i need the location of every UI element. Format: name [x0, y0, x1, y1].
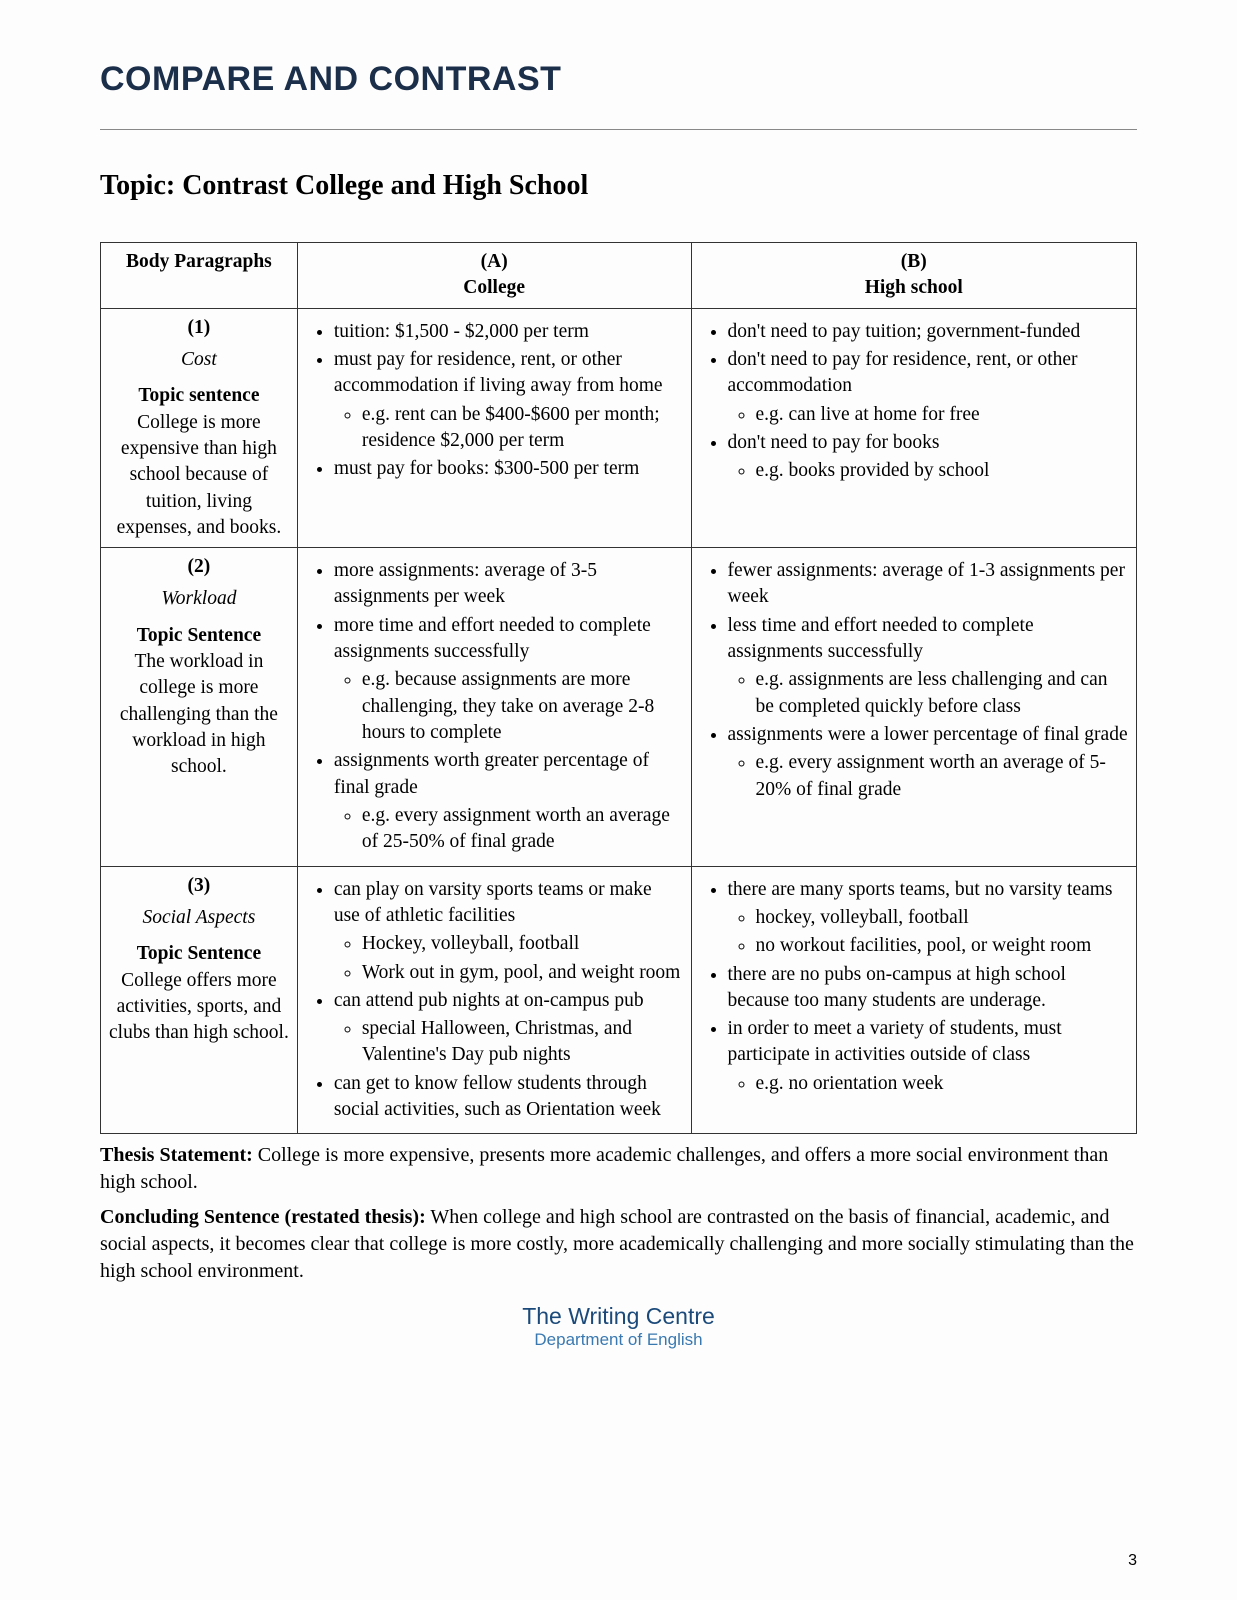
header-body: Body Paragraphs [101, 243, 298, 309]
topic-sentence-text: College is more expensive than high scho… [109, 410, 289, 542]
comparison-table: Body Paragraphs (A) College (B) High sch… [100, 242, 1137, 1134]
page-number: 3 [1128, 1552, 1137, 1570]
table-row: (2) Workload Topic SentenceThe workload in… [101, 548, 1137, 866]
topic-sentence-text: College offers more activities, sports, … [109, 968, 289, 1047]
sub-list-item: special Halloween, Christmas, and Valent… [362, 1016, 683, 1069]
row-number: (1) [109, 315, 289, 341]
list-item: more assignments: average of 3-5 assignm… [334, 558, 683, 611]
sub-bullet-list: e.g. can live at home for free [728, 402, 1129, 428]
thesis-label: Thesis Statement: [100, 1144, 253, 1166]
list-item: tuition: $1,500 - $2,000 per term [334, 319, 683, 345]
sub-list-item: Hockey, volleyball, football [362, 931, 683, 957]
list-item: less time and effort needed to complete … [728, 613, 1129, 720]
sub-list-item: Work out in gym, pool, and weight room [362, 960, 683, 986]
row-name: Social Aspects [109, 905, 289, 931]
sub-bullet-list: e.g. assignments are less challenging an… [728, 667, 1129, 720]
footer: The Writing Centre Department of English [100, 1303, 1137, 1350]
thesis-statement: Thesis Statement: College is more expens… [100, 1142, 1137, 1196]
list-item: don't need to pay for residence, rent, o… [728, 347, 1129, 428]
row-header-cell: (3) Social Aspects Topic SentenceCollege o… [101, 866, 298, 1134]
list-item: must pay for residence, rent, or other a… [334, 347, 683, 454]
row-number: (2) [109, 554, 289, 580]
sub-list-item: e.g. assignments are less challenging an… [756, 667, 1129, 720]
bullet-list: fewer assignments: average of 1-3 assign… [700, 558, 1129, 803]
list-item: more time and effort needed to complete … [334, 613, 683, 747]
sub-bullet-list: e.g. rent can be $400-$600 per month; re… [334, 402, 683, 455]
topic-sentence-label: Topic sentence [109, 383, 289, 409]
topic-sentence-text: The workload in college is more challeng… [109, 649, 289, 781]
topic-heading: Topic: Contrast College and High School [100, 170, 1137, 202]
header-a-sub: College [463, 277, 525, 298]
sub-list-item: e.g. every assignment worth an average o… [362, 803, 683, 856]
sub-bullet-list: e.g. because assignments are more challe… [334, 667, 683, 746]
highschool-cell: don't need to pay tuition; government-fu… [691, 308, 1137, 548]
sub-bullet-list: special Halloween, Christmas, and Valent… [334, 1016, 683, 1069]
document-page: COMPARE AND CONTRAST Topic: Contrast Col… [0, 0, 1237, 1600]
college-cell: more assignments: average of 3-5 assignm… [297, 548, 691, 866]
topic-sentence-label: Topic Sentence [109, 623, 289, 649]
header-b-sub: High school [865, 277, 963, 298]
list-item: there are many sports teams, but no vars… [728, 877, 1129, 960]
sub-bullet-list: hockey, volleyball, footballno workout f… [728, 905, 1129, 960]
footer-title: The Writing Centre [100, 1303, 1137, 1330]
sub-list-item: e.g. because assignments are more challe… [362, 667, 683, 746]
sub-list-item: e.g. every assignment worth an average o… [756, 750, 1129, 803]
list-item: don't need to pay for bookse.g. books pr… [728, 430, 1129, 485]
concluding-sentence: Concluding Sentence (restated thesis): W… [100, 1204, 1137, 1285]
college-cell: can play on varsity sports teams or make… [297, 866, 691, 1134]
sub-list-item: e.g. no orientation week [756, 1071, 1129, 1097]
row-header-cell: (1) Cost Topic sentenceCollege is more exp… [101, 308, 298, 548]
bullet-list: tuition: $1,500 - $2,000 per termmust pa… [306, 319, 683, 483]
list-item: assignments were a lower percentage of f… [728, 722, 1129, 803]
sub-list-item: e.g. books provided by school [756, 458, 1129, 484]
row-name: Cost [109, 347, 289, 373]
horizontal-rule [100, 129, 1137, 130]
header-col-b: (B) High school [691, 243, 1137, 309]
highschool-cell: fewer assignments: average of 1-3 assign… [691, 548, 1137, 866]
list-item: can get to know fellow students through … [334, 1071, 683, 1124]
sub-bullet-list: e.g. no orientation week [728, 1071, 1129, 1097]
list-item: fewer assignments: average of 1-3 assign… [728, 558, 1129, 611]
list-item: can play on varsity sports teams or make… [334, 877, 683, 986]
header-a-top: (A) [481, 251, 508, 272]
row-number: (3) [109, 873, 289, 899]
sub-list-item: e.g. can live at home for free [756, 402, 1129, 428]
table-row: (1) Cost Topic sentenceCollege is more exp… [101, 308, 1137, 548]
list-item: can attend pub nights at on-campus pubsp… [334, 988, 683, 1069]
sub-list-item: e.g. rent can be $400-$600 per month; re… [362, 402, 683, 455]
sub-list-item: no workout facilities, pool, or weight r… [756, 933, 1129, 959]
page-heading: COMPARE AND CONTRAST [100, 60, 1137, 99]
bullet-list: don't need to pay tuition; government-fu… [700, 319, 1129, 485]
list-item: must pay for books: $300-500 per term [334, 456, 683, 482]
row-name: Workload [109, 586, 289, 612]
header-b-top: (B) [901, 251, 927, 272]
list-item: don't need to pay tuition; government-fu… [728, 319, 1129, 345]
list-item: assignments worth greater percentage of … [334, 748, 683, 855]
list-item: in order to meet a variety of students, … [728, 1016, 1129, 1097]
sub-list-item: hockey, volleyball, football [756, 905, 1129, 931]
college-cell: tuition: $1,500 - $2,000 per termmust pa… [297, 308, 691, 548]
bullet-list: can play on varsity sports teams or make… [306, 877, 683, 1124]
sub-bullet-list: Hockey, volleyball, football Work out in … [334, 931, 683, 986]
sub-bullet-list: e.g. books provided by school [728, 458, 1129, 484]
sub-bullet-list: e.g. every assignment worth an average o… [728, 750, 1129, 803]
sub-bullet-list: e.g. every assignment worth an average o… [334, 803, 683, 856]
highschool-cell: there are many sports teams, but no vars… [691, 866, 1137, 1134]
footer-subtitle: Department of English [100, 1330, 1137, 1350]
list-item: there are no pubs on-campus at high scho… [728, 962, 1129, 1015]
table-row: (3) Social Aspects Topic SentenceCollege o… [101, 866, 1137, 1134]
row-header-cell: (2) Workload Topic SentenceThe workload in… [101, 548, 298, 866]
topic-sentence-label: Topic Sentence [109, 941, 289, 967]
bullet-list: there are many sports teams, but no vars… [700, 877, 1129, 1098]
conclusion-label: Concluding Sentence (restated thesis): [100, 1206, 426, 1228]
bullet-list: more assignments: average of 3-5 assignm… [306, 558, 683, 855]
header-col-a: (A) College [297, 243, 691, 309]
